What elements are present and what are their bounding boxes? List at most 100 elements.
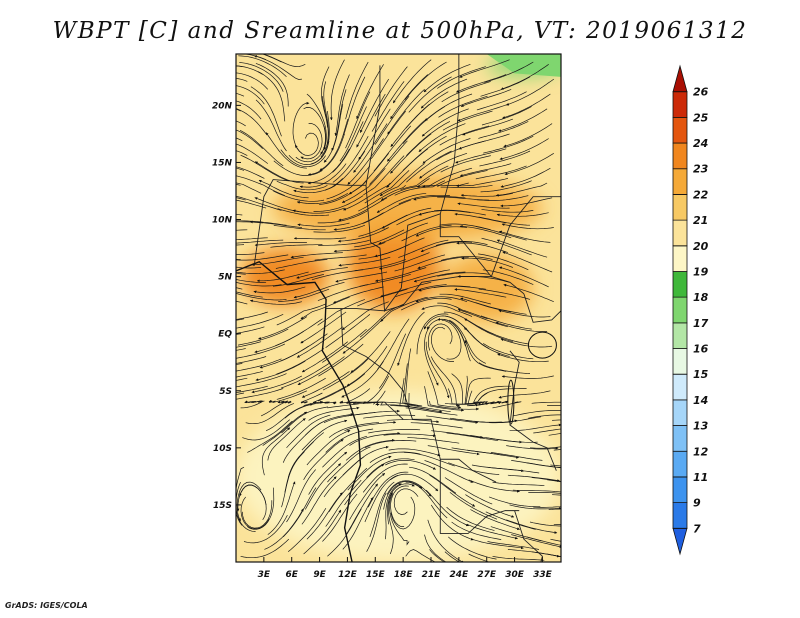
streamline — [236, 333, 241, 335]
streamline — [337, 227, 389, 243]
streamline — [400, 297, 452, 311]
streamline — [322, 328, 367, 363]
streamline — [296, 192, 348, 204]
coastline — [236, 260, 362, 562]
streamline — [276, 377, 326, 400]
streamline — [464, 340, 507, 372]
streamline — [389, 494, 410, 546]
colorbar-label: 21 — [693, 214, 708, 227]
colorbar-bin — [672, 399, 688, 426]
streamline — [273, 160, 323, 176]
colorbar-bin — [672, 373, 688, 401]
streamline — [441, 319, 462, 360]
streamline — [300, 123, 323, 160]
streamline — [492, 401, 522, 409]
streamline — [501, 400, 509, 404]
streamline — [500, 197, 553, 208]
streamline — [236, 197, 246, 201]
streamline — [301, 419, 348, 451]
x-tick-label: 3E — [258, 570, 271, 580]
streamline — [440, 256, 493, 261]
streamline — [462, 118, 514, 136]
streamline — [303, 439, 344, 480]
streamline — [479, 150, 531, 167]
streamline — [346, 346, 388, 387]
streamline — [236, 373, 287, 388]
streamline — [369, 140, 408, 185]
streamline — [504, 153, 554, 176]
streamline — [310, 111, 330, 165]
border-line — [523, 293, 561, 323]
colorbar-bin — [672, 450, 688, 478]
streamline — [426, 318, 466, 347]
streamline — [347, 455, 392, 491]
streamline — [319, 119, 349, 171]
streamline — [416, 313, 449, 355]
streamline — [308, 451, 348, 495]
streamline — [343, 182, 391, 211]
streamline — [506, 519, 558, 534]
streamline — [461, 256, 514, 268]
streamline — [498, 309, 551, 318]
streamline — [454, 288, 507, 298]
streamline — [444, 477, 493, 505]
streamline — [325, 314, 371, 348]
streamline — [423, 315, 469, 332]
streamline — [307, 148, 350, 185]
streamline — [236, 481, 256, 532]
x-tick-label: 24E — [450, 570, 470, 580]
streamline — [443, 311, 493, 335]
streamline — [240, 538, 290, 559]
streamline — [378, 333, 407, 389]
streamline — [386, 480, 432, 497]
streamline — [380, 178, 430, 201]
streamline — [465, 377, 491, 405]
streamline — [427, 519, 465, 562]
streamline — [345, 483, 378, 535]
streamline — [431, 326, 455, 362]
x-tick-label: 6E — [286, 570, 299, 580]
streamline — [498, 108, 548, 132]
streamline — [492, 481, 545, 487]
streamline — [236, 252, 265, 255]
streamline — [429, 474, 476, 507]
streamline — [550, 464, 561, 467]
streamline — [327, 508, 362, 557]
streamline — [328, 421, 380, 438]
streamline — [387, 118, 427, 162]
streamline — [468, 553, 491, 562]
streamline — [406, 150, 452, 183]
streamline — [342, 301, 389, 331]
streamline — [475, 165, 527, 180]
streamline — [238, 55, 287, 78]
streamline — [240, 496, 270, 530]
streamline — [236, 343, 285, 359]
streamline — [306, 93, 327, 150]
colorbar-label: 12 — [693, 445, 709, 458]
streamline — [236, 313, 284, 329]
streamline — [297, 222, 350, 227]
streamline — [236, 77, 248, 82]
streamline — [278, 288, 330, 302]
streamline — [548, 508, 561, 510]
streamline — [529, 446, 561, 449]
streamline — [424, 460, 474, 483]
streamline — [236, 120, 246, 127]
streamline — [421, 305, 473, 317]
streamline — [300, 296, 350, 320]
streamline — [354, 229, 405, 248]
streamline — [430, 356, 460, 408]
streamline — [353, 123, 388, 173]
streamline — [377, 318, 410, 370]
streamline — [426, 415, 479, 424]
streamline — [456, 241, 509, 253]
streamline — [313, 195, 364, 212]
streamline — [413, 271, 466, 283]
streamline — [250, 299, 302, 305]
colorbar-label: 25 — [693, 111, 709, 124]
streamline — [300, 311, 347, 344]
streamline — [301, 371, 350, 398]
region-north-green-patch — [486, 54, 561, 77]
streamline — [496, 239, 548, 258]
streamline — [308, 406, 360, 421]
